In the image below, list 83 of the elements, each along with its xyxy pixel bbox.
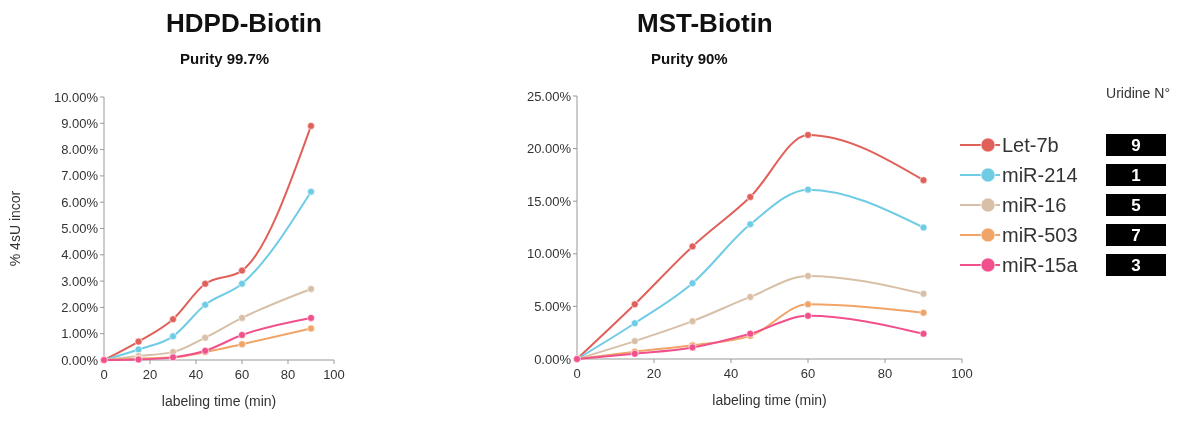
x-tick-label: 20 — [646, 366, 662, 381]
point — [307, 285, 315, 293]
point — [238, 340, 246, 349]
point — [746, 293, 755, 301]
y-tick-label: 6.00% — [61, 194, 99, 210]
chart-subtitle: Purity 90% — [651, 50, 728, 67]
point — [201, 300, 209, 309]
x-tick-label: 40 — [188, 367, 204, 382]
point — [804, 312, 812, 320]
point — [746, 220, 755, 229]
point — [804, 272, 812, 280]
x-tick-label: 80 — [877, 366, 893, 381]
point — [919, 289, 928, 298]
y-tick-label: 3.00% — [61, 273, 99, 289]
point — [238, 314, 246, 322]
point — [134, 337, 143, 346]
y-tick-label: 15.00% — [526, 193, 572, 209]
point — [169, 315, 177, 324]
y-tick-label: 7.00% — [61, 168, 99, 184]
point — [201, 279, 209, 288]
x-tick-label: 20 — [142, 367, 158, 382]
y-tick-label: 0.00% — [534, 351, 572, 367]
point — [688, 317, 697, 325]
point — [630, 300, 639, 309]
x-tick-label: 100 — [951, 366, 973, 381]
point — [169, 332, 177, 341]
x-axis-title: labeling time (min) — [161, 393, 277, 409]
y-axis-title: % 4sU incor — [7, 190, 23, 267]
text: 5 — [1131, 195, 1141, 215]
legend-label: Let-7b — [1002, 134, 1059, 156]
point — [307, 314, 315, 322]
y-tick-label: 25.00% — [526, 88, 572, 104]
x-tick-label: 0 — [573, 366, 581, 381]
point — [919, 176, 928, 184]
x-tick-label: 40 — [723, 366, 739, 381]
point — [688, 242, 697, 251]
point — [804, 185, 812, 194]
text: 1 — [1131, 165, 1141, 185]
point — [630, 337, 639, 345]
point — [238, 331, 246, 339]
text: 9 — [1131, 135, 1141, 155]
legend-label: miR-15a — [1002, 254, 1079, 276]
y-tick-label: 8.00% — [61, 142, 99, 158]
legend-label: miR-16 — [1002, 194, 1067, 216]
point — [630, 319, 639, 328]
text: Uridine N° — [1106, 85, 1170, 101]
y-tick-label: 5.00% — [534, 298, 572, 314]
point — [134, 345, 143, 354]
y-tick-label: 10.00% — [53, 89, 99, 105]
y-tick-label: 10.00% — [526, 246, 572, 262]
point — [307, 324, 315, 333]
chart-title: MST-Biotin — [637, 8, 773, 38]
y-tick-label: 5.00% — [61, 221, 99, 237]
point — [919, 308, 928, 317]
y-tick-label: 1.00% — [61, 326, 99, 342]
y-tick-label: 0.00% — [61, 352, 99, 368]
x-tick-label: 100 — [323, 367, 345, 382]
x-tick-label: 80 — [280, 367, 296, 382]
y-tick-label: 20.00% — [526, 141, 572, 157]
chart-subtitle: Purity 99.7% — [180, 50, 270, 67]
legend-label: miR-503 — [1002, 224, 1078, 246]
legend-label: miR-214 — [1002, 164, 1078, 186]
text: 7 — [1131, 225, 1141, 245]
point — [746, 193, 755, 201]
point — [804, 131, 812, 139]
point — [238, 266, 246, 275]
y-tick-label: 9.00% — [61, 115, 99, 131]
chart-title: HDPD-Biotin — [166, 8, 322, 38]
point — [307, 187, 315, 196]
x-tick-label: 60 — [234, 367, 250, 382]
point — [804, 300, 812, 309]
point — [238, 279, 246, 288]
point — [688, 279, 697, 288]
point — [919, 329, 928, 338]
point — [307, 122, 315, 130]
y-tick-label: 4.00% — [61, 247, 99, 263]
text: 3 — [1131, 255, 1141, 275]
x-tick-label: 60 — [800, 366, 816, 381]
y-tick-label: 2.00% — [61, 299, 99, 315]
x-axis-title: labeling time (min) — [712, 392, 827, 408]
x-tick-label: 0 — [100, 367, 108, 382]
point — [201, 333, 209, 342]
point — [919, 223, 928, 232]
